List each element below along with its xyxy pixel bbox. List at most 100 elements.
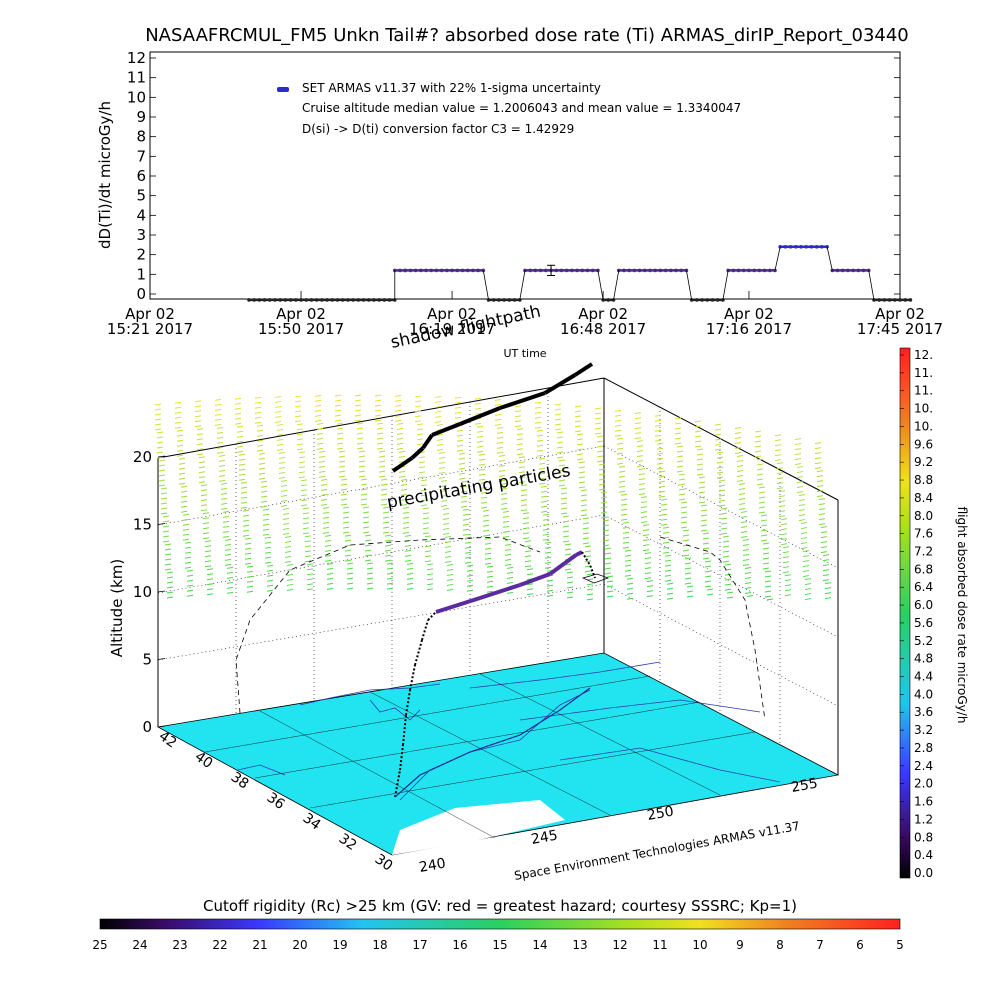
particle-dash — [204, 550, 212, 553]
shadow-path-segment — [421, 433, 434, 450]
dose-point — [486, 298, 491, 302]
particle-dash — [578, 481, 586, 484]
particle-dash — [824, 592, 832, 595]
particle-dash — [622, 531, 630, 534]
particle-dash — [466, 589, 474, 592]
particle-dash — [178, 467, 186, 470]
particle-dash — [482, 529, 490, 532]
particle-dash — [576, 438, 584, 441]
particle-dash — [364, 544, 372, 547]
particle-dash — [226, 571, 234, 574]
particle-dash — [522, 527, 530, 530]
z-tick — [157, 725, 166, 728]
particle-dash — [480, 506, 488, 509]
particle-dash — [818, 508, 826, 511]
dose-point — [460, 268, 465, 273]
dose-point — [408, 268, 413, 273]
particle-dash — [742, 548, 750, 551]
particle-dash — [500, 487, 508, 490]
particle-dash — [534, 416, 542, 419]
dose-point — [814, 245, 819, 249]
particle-dash — [576, 443, 584, 446]
particle-dash — [616, 447, 624, 450]
particle-dash — [346, 572, 354, 575]
particle-dash — [164, 563, 172, 566]
colorbar-tick-label: 6.0 — [914, 598, 933, 612]
particle-dash — [266, 564, 274, 567]
particle-dash — [644, 577, 652, 580]
particle-dash — [336, 427, 344, 430]
particle-dash — [654, 439, 662, 442]
particle-dash — [504, 563, 512, 566]
particle-dash — [400, 493, 408, 496]
particle-dash — [722, 535, 730, 538]
particle-dash — [360, 498, 368, 501]
particle-dash — [364, 554, 372, 557]
particle-dash — [438, 451, 446, 454]
particle-dash — [626, 597, 634, 600]
particle-dash — [174, 426, 182, 429]
particle-dash — [204, 560, 212, 563]
particle-dash — [162, 540, 170, 543]
particle-dash — [196, 438, 204, 441]
colorbar-tick-label: 8.0 — [914, 509, 933, 523]
particle-dash — [686, 585, 694, 588]
dose-point — [517, 298, 522, 302]
particle-dash — [738, 487, 746, 490]
dose-connector — [482, 270, 489, 300]
particle-dash — [244, 562, 252, 565]
particle-dash — [694, 420, 702, 423]
z-tick — [157, 590, 166, 593]
particle-dash — [458, 452, 466, 455]
particle-dash — [466, 564, 474, 567]
particle-dash — [400, 488, 408, 491]
particle-dash — [656, 462, 664, 465]
dose-point — [762, 268, 767, 273]
particle-dash — [404, 559, 412, 562]
dose-point — [820, 245, 824, 249]
particle-dash — [654, 419, 662, 422]
particle-dash — [778, 495, 786, 498]
particle-dash — [676, 460, 684, 463]
colorbar-tick-label: 5.2 — [914, 634, 933, 648]
particle-dash — [684, 582, 692, 585]
particle-dash — [714, 433, 722, 436]
particle-dash — [698, 501, 706, 504]
dose-point — [491, 298, 496, 302]
particle-dash — [744, 591, 752, 594]
dose-point — [663, 268, 668, 273]
colorbar-tick-label: 11. — [914, 366, 933, 380]
particle-dash — [342, 506, 350, 509]
particle-dash — [526, 568, 534, 571]
particle-dash — [478, 453, 486, 456]
particle-dash — [626, 582, 634, 585]
dose-point — [747, 268, 751, 273]
dose-point — [278, 298, 283, 302]
particle-dash — [424, 560, 432, 563]
particle-dash — [446, 583, 454, 586]
particle-dash — [564, 563, 572, 566]
particle-dash — [340, 488, 348, 491]
particle-dash — [694, 440, 702, 443]
particle-dash — [346, 577, 354, 580]
particle-dash — [818, 518, 826, 521]
particle-dash — [256, 439, 264, 442]
particle-dash — [362, 531, 370, 534]
particle-dash — [182, 533, 190, 536]
particle-dash — [780, 543, 788, 546]
particle-dash — [738, 492, 746, 495]
particle-dash — [366, 582, 374, 585]
particle-dash — [466, 579, 474, 582]
dose-point — [528, 268, 533, 273]
particle-dash — [522, 532, 530, 535]
particle-dash — [678, 498, 686, 501]
particle-dash — [484, 547, 492, 550]
particle-dash — [600, 501, 608, 504]
particle-dash — [344, 534, 352, 537]
particle-dash — [282, 517, 290, 520]
particle-dash — [414, 395, 422, 398]
particle-dash — [694, 430, 702, 433]
dose-point — [898, 298, 902, 302]
particle-dash — [620, 503, 628, 506]
particle-dash — [246, 570, 254, 573]
